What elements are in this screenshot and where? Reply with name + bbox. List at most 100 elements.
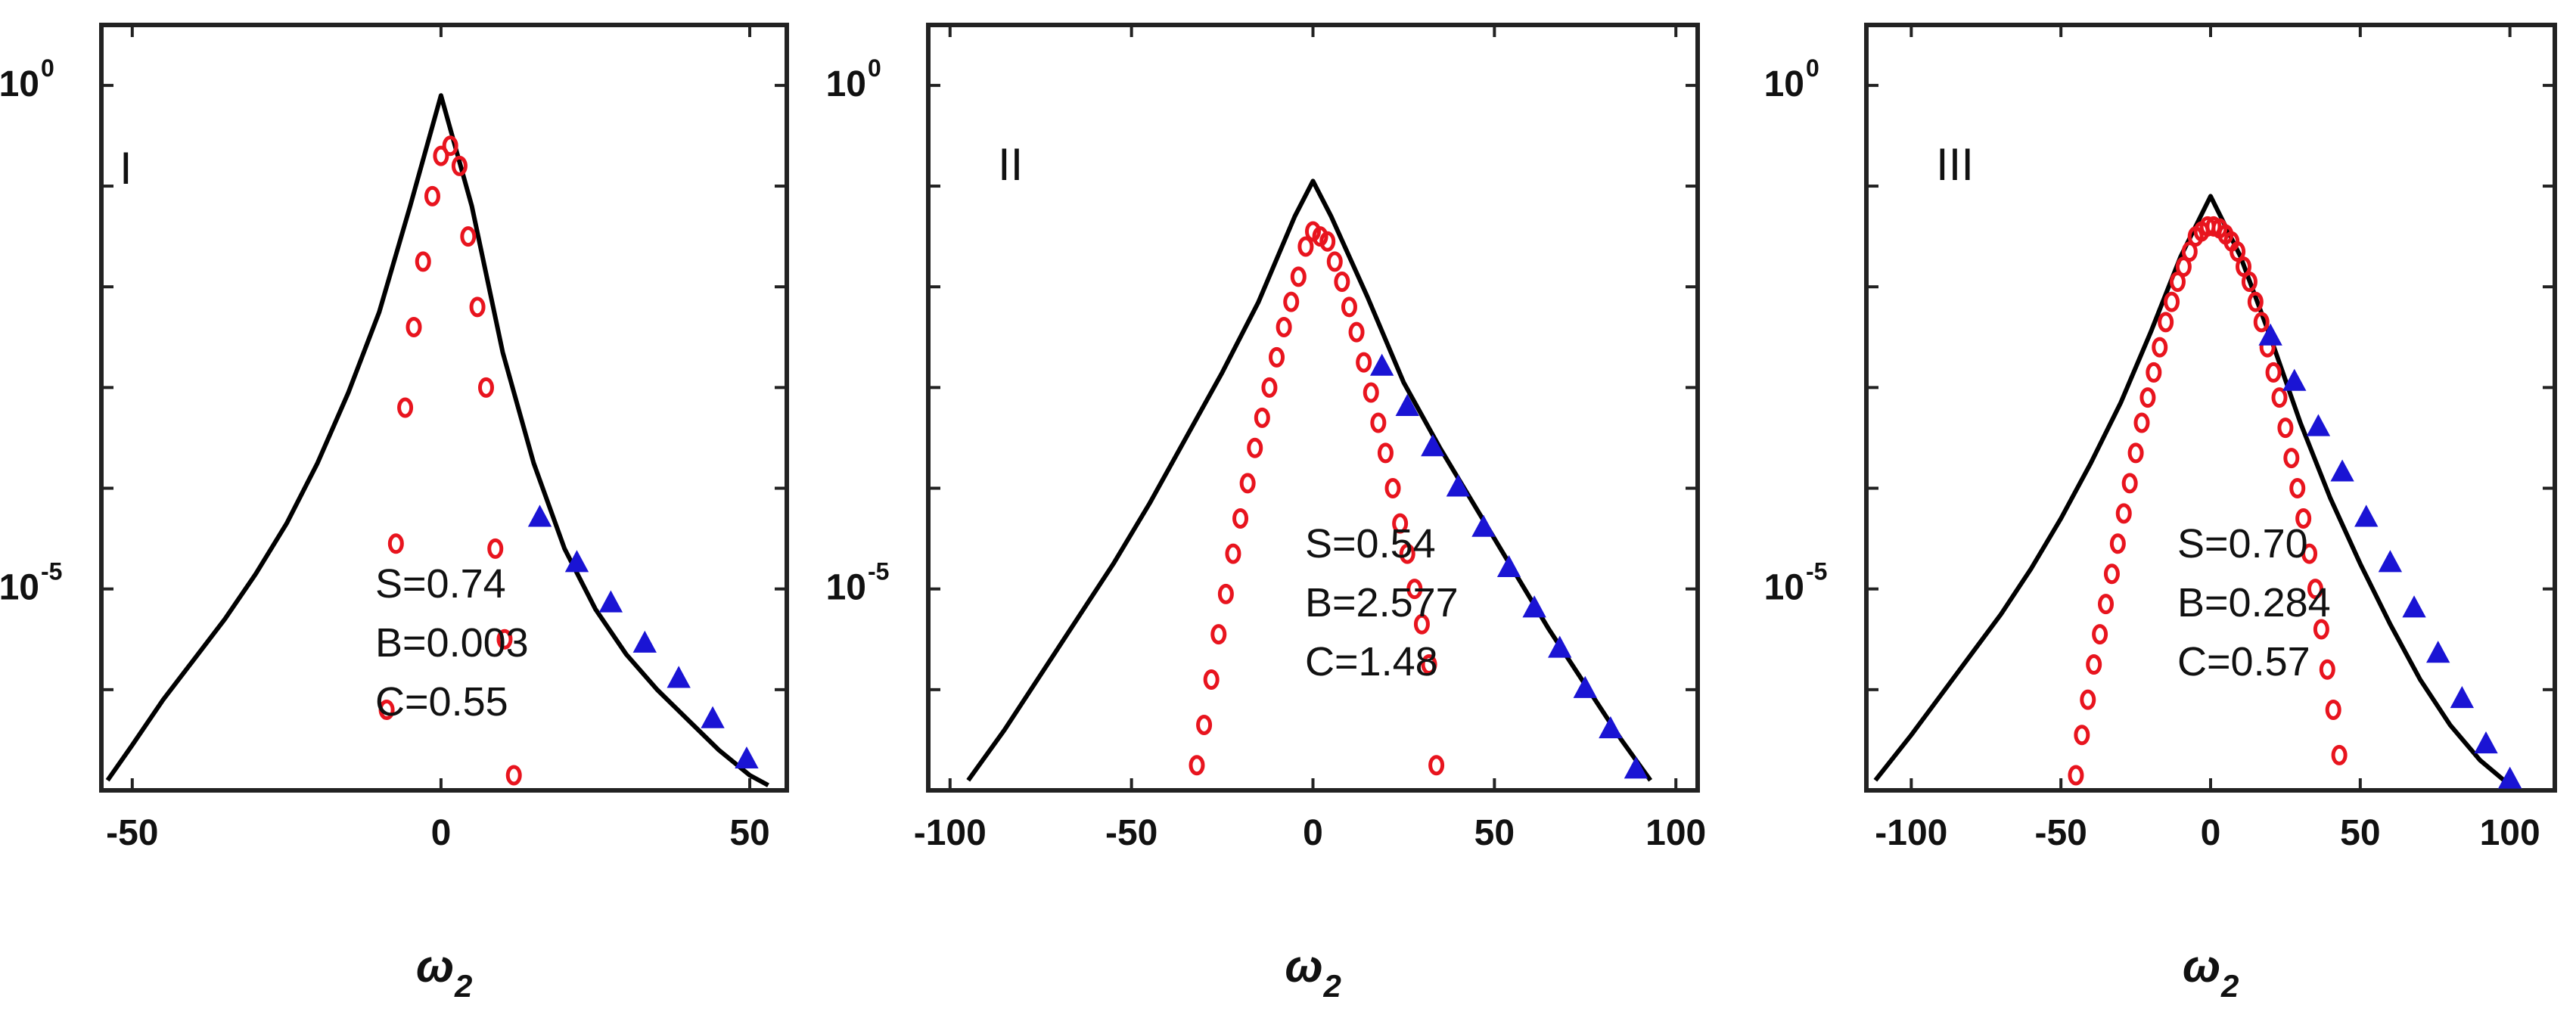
panel-label: I <box>120 143 132 194</box>
gaussian-marker <box>1363 382 1379 403</box>
gaussian-marker <box>2313 619 2329 640</box>
tail-marker <box>1548 635 1572 658</box>
x-tick-label: -50 <box>106 813 158 853</box>
gaussian-marker <box>2146 362 2162 383</box>
gaussian-marker <box>2236 256 2252 278</box>
tail-marker <box>2354 504 2379 527</box>
gaussian-marker <box>1392 513 1409 534</box>
tail-marker <box>2426 641 2450 663</box>
gaussian-marker <box>505 765 522 786</box>
tail-marker <box>1395 393 1419 416</box>
gaussian-marker <box>2271 387 2288 408</box>
x-axis-label: ω <box>416 941 454 992</box>
gaussian-marker <box>1276 316 1292 337</box>
gaussian-marker <box>478 377 495 398</box>
fit-annotation: S=0.54 <box>1305 521 1436 566</box>
gaussian-marker <box>406 316 422 337</box>
gaussian-marker <box>442 135 458 157</box>
gaussian-marker <box>2080 689 2096 710</box>
gaussian-marker <box>1413 613 1430 635</box>
y-tick-exponent: -5 <box>868 558 889 585</box>
gaussian-marker <box>2331 744 2348 765</box>
gaussian-marker <box>2247 291 2264 312</box>
gaussian-marker <box>1247 437 1263 458</box>
x-axis-label-subscript: 2 <box>1323 968 1341 1004</box>
gaussian-marker <box>2325 699 2341 720</box>
fit-annotation: B=0.284 <box>2177 580 2331 625</box>
gaussian-marker <box>1225 543 1241 564</box>
tail-marker <box>527 504 552 527</box>
gaussian-marker <box>487 538 504 559</box>
fit-annotation: B=0.003 <box>375 620 529 666</box>
plot-area <box>966 178 1653 782</box>
gaussian-marker <box>2169 272 2186 293</box>
gaussian-marker <box>1377 442 1394 464</box>
x-axis-label: ω <box>2183 941 2220 992</box>
gaussian-marker <box>2181 241 2198 262</box>
gaussian-marker <box>1348 321 1365 343</box>
gaussian-marker <box>2241 272 2257 293</box>
gaussian-marker <box>415 251 431 272</box>
gaussian-marker <box>2103 563 2120 585</box>
x-axis-label-subscript: 2 <box>454 968 472 1004</box>
gaussian-marker <box>451 155 468 176</box>
y-tick-exponent: -5 <box>41 558 62 585</box>
gaussian-marker <box>2115 503 2132 524</box>
gaussian-marker <box>1239 473 1256 494</box>
fit-annotation: C=1.48 <box>1305 639 1438 684</box>
fit-annotation: S=0.70 <box>2177 521 2308 566</box>
gaussian-marker <box>2307 579 2323 600</box>
gaussian-marker <box>2109 533 2126 554</box>
tail-marker <box>2330 459 2354 482</box>
gaussian-marker <box>2098 594 2115 615</box>
fit-annotation: C=0.55 <box>375 679 508 725</box>
tail-marker <box>735 746 759 769</box>
gaussian-marker <box>387 533 404 554</box>
tail-marker <box>701 706 725 728</box>
y-tick-label: 10 <box>1764 64 1804 104</box>
gaussian-marker <box>1232 508 1249 529</box>
gaussian-marker <box>1297 236 1314 257</box>
gaussian-marker <box>2127 442 2144 464</box>
panel-label: III <box>1936 139 1974 190</box>
x-tick-label: 50 <box>729 813 769 853</box>
gaussian-marker <box>1217 583 1234 604</box>
y-tick-exponent: 0 <box>41 54 54 82</box>
gaussian-marker <box>1334 272 1350 293</box>
pdf-line <box>1873 194 2512 787</box>
tail-marker <box>2474 731 2498 754</box>
gaussian-marker <box>2295 508 2312 529</box>
tail-marker <box>1496 554 1521 578</box>
gaussian-marker <box>378 699 395 720</box>
y-tick-exponent: 0 <box>868 54 881 82</box>
tail-marker <box>1446 474 1471 497</box>
pdf-line <box>105 93 769 787</box>
gaussian-marker <box>1210 624 1227 645</box>
gaussian-marker <box>1341 296 1357 318</box>
gaussian-marker <box>2175 256 2192 278</box>
gaussian-marker <box>460 226 477 247</box>
tail-marker <box>2258 323 2282 346</box>
gaussian-marker <box>1326 251 1343 272</box>
gaussian-marker <box>2319 659 2335 680</box>
gaussian-marker <box>1319 231 1336 252</box>
x-axis-label-subscript: 2 <box>2220 968 2239 1004</box>
gaussian-marker <box>1370 412 1387 433</box>
gaussian-marker <box>1189 755 1205 776</box>
x-tick-label: -50 <box>2034 813 2087 853</box>
tail-marker <box>667 666 691 688</box>
x-tick-label: 50 <box>1474 813 1515 853</box>
gaussian-marker <box>2301 543 2318 564</box>
gaussian-marker <box>2265 362 2282 383</box>
tail-marker <box>2497 766 2522 789</box>
x-tick-label: 100 <box>1645 813 1706 853</box>
gaussian-marker <box>1269 346 1285 368</box>
gaussian-marker <box>1421 654 1437 675</box>
tail-marker <box>1369 353 1394 376</box>
gaussian-marker <box>496 629 513 650</box>
plot-area <box>105 93 769 787</box>
tail-marker <box>632 630 657 653</box>
